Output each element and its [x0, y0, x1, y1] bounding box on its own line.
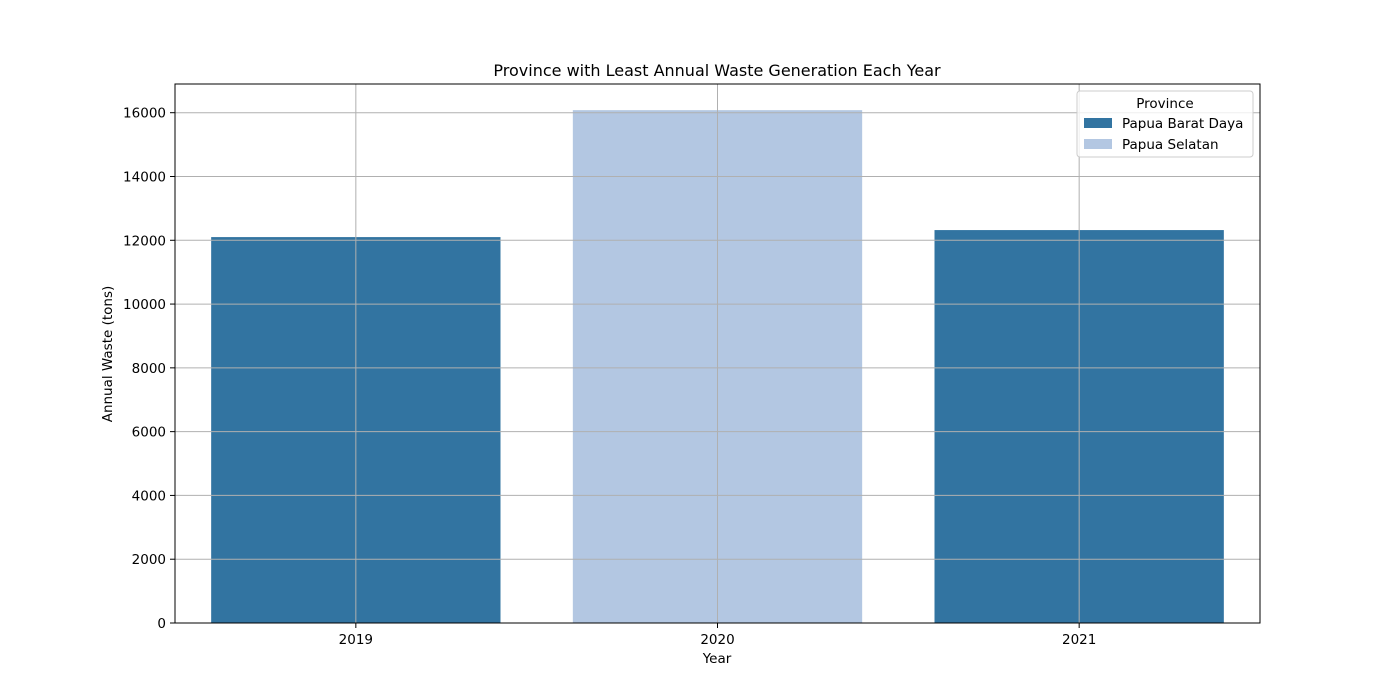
y-axis-label: Annual Waste (tons): [100, 286, 116, 423]
y-tick-label: 16000: [123, 106, 166, 122]
y-tick-label: 6000: [132, 425, 166, 441]
chart-title: Province with Least Annual Waste Generat…: [493, 61, 941, 80]
legend-swatch: [1084, 118, 1112, 128]
y-tick-label: 10000: [123, 297, 166, 313]
y-tick-label: 8000: [132, 361, 166, 377]
x-tick-label: 2019: [339, 632, 373, 648]
legend-title: Province: [1136, 96, 1193, 112]
y-tick-label: 4000: [132, 488, 166, 504]
legend: Province Papua Barat Daya Papua Selatan: [1076, 90, 1254, 158]
legend-swatch: [1084, 139, 1112, 149]
legend-entry-label: Papua Selatan: [1122, 137, 1219, 153]
x-tick-label: 2021: [1062, 632, 1096, 648]
legend-entry-label: Papua Barat Daya: [1122, 116, 1243, 132]
y-tick-label: 12000: [123, 233, 166, 249]
y-tick-label: 14000: [123, 169, 166, 185]
x-tick-label: 2020: [700, 632, 734, 648]
y-tick-label: 0: [157, 616, 166, 632]
x-axis-label: Year: [702, 651, 732, 667]
plot-frame: [174, 83, 1261, 624]
plot-area: 0 2000 4000 6000 8000 10000 12000 14000 16000 201…: [123, 83, 1261, 648]
y-tick-label: 2000: [132, 552, 166, 568]
legend-box: [1076, 90, 1254, 158]
